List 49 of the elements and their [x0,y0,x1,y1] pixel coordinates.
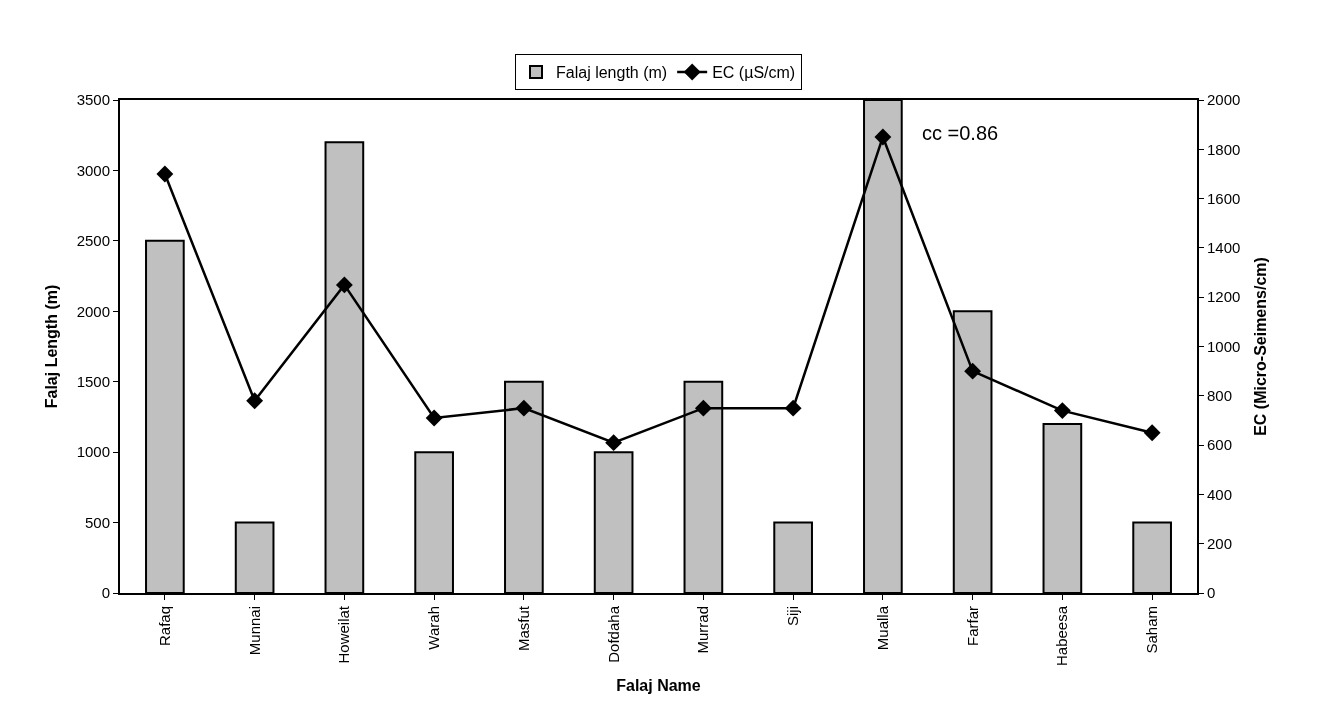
x-tick-label: Howeilat [335,605,353,664]
point [1143,424,1161,442]
y-axis-title: Falaj Length (m) [43,284,61,409]
x-tick-label: Masfut [514,605,532,652]
legend-label: Falaj length (m) [556,64,668,82]
y-tick-label: 0 [101,584,110,602]
y-tick-label: 1000 [76,443,110,461]
y2-axis-title: EC (Micro-Seimens/cm) [1251,257,1269,436]
x-tick-label: Dofdaha [604,605,622,663]
y2-tick-label: 400 [1207,485,1233,503]
y-tick-label: 3500 [76,91,110,109]
point [515,399,533,417]
y2-tick-label: 800 [1207,387,1233,405]
point [246,392,264,410]
y2-tick-label: 1400 [1207,239,1241,257]
x-axis-title: Falaj Name [616,677,701,695]
point [1053,402,1071,420]
y-tick-label: 2000 [76,302,110,320]
y-tick-label: 500 [84,513,110,531]
x-tick-label: Warah [425,606,443,650]
x-tick-label: Farfar [963,606,981,647]
y2-tick-label: 1800 [1207,140,1241,158]
point [605,434,623,452]
point [156,165,174,183]
annotation: cc =0.86 [922,122,999,144]
point [694,399,712,417]
legend-label: EC (µS/cm) [712,64,796,82]
x-tick-label: Mualla [873,605,891,651]
point [784,399,802,417]
y-tick-label: 3000 [76,161,110,179]
y-tick-label: 2500 [76,232,110,250]
y2-tick-label: 0 [1207,584,1216,602]
y2-tick-label: 1000 [1207,337,1241,355]
y2-tick-label: 2000 [1207,91,1241,109]
x-tick-label: Murrad [694,606,712,654]
x-tick-label: Habeesa [1053,605,1071,667]
point [335,276,353,294]
y2-tick-label: 1600 [1207,189,1241,207]
y-tick-label: 1500 [76,372,110,390]
point [964,362,982,380]
x-tick-label: Saham [1143,606,1161,654]
x-tick-label: Rafaq [155,606,173,647]
y2-tick-label: 600 [1207,436,1233,454]
y2-tick-label: 1200 [1207,288,1241,306]
x-tick-label: Siji [784,606,802,627]
point [425,409,443,427]
y2-tick-label: 200 [1207,534,1233,552]
point [874,128,892,146]
x-tick-label: Munnai [245,606,263,656]
